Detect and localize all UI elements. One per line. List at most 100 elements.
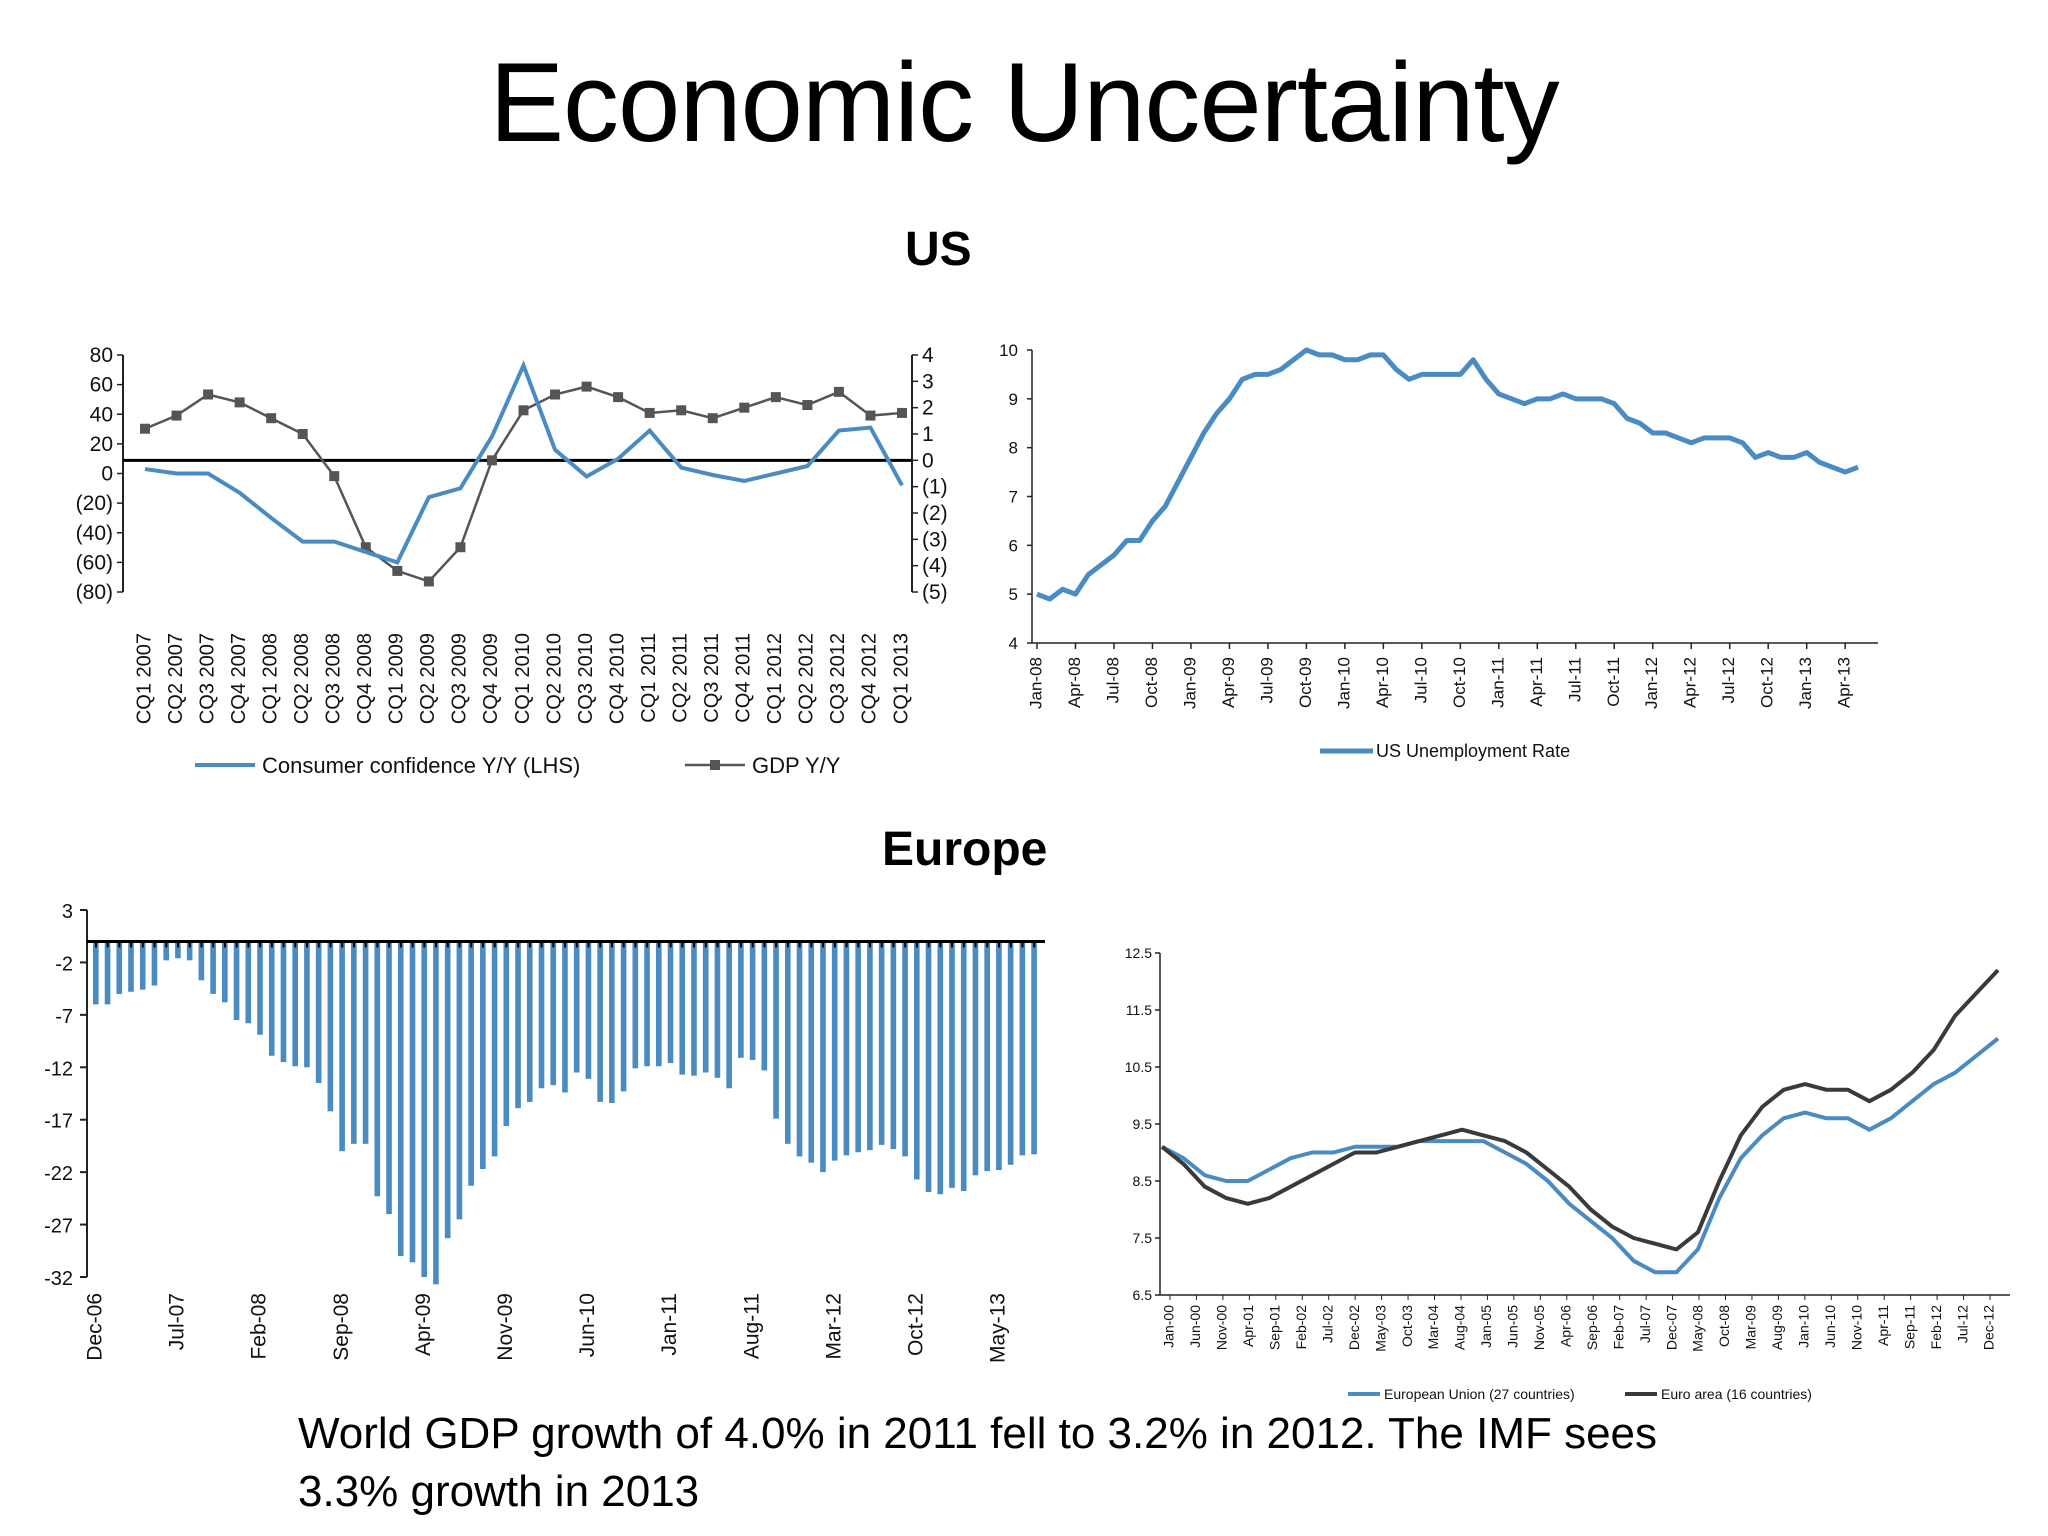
bar	[609, 941, 615, 1103]
x-tick-label: Dec-06	[83, 1293, 106, 1361]
left-tick-label: 20	[90, 433, 113, 456]
right-tick-label: (3)	[922, 528, 948, 551]
x-tick-label: CQ2 2009	[417, 633, 439, 724]
bar	[679, 941, 686, 1075]
gdp-point	[203, 389, 214, 400]
x-tick-label: Jul-12	[1719, 657, 1738, 703]
gdp-point	[518, 405, 529, 416]
x-tick-label: Oct-08	[1716, 1305, 1732, 1347]
us-unemployment-series-line	[1036, 347, 1859, 602]
bar	[503, 941, 510, 1127]
y-tick-label: -12	[44, 1058, 73, 1080]
right-tick-label: (1)	[922, 476, 948, 499]
bar	[949, 941, 955, 1188]
bar	[562, 941, 568, 1093]
x-tick-label: CQ3 2007	[196, 633, 218, 724]
bar	[878, 941, 885, 1145]
x-tick-label: Apr-11	[1875, 1305, 1891, 1346]
x-tick-label: Aug-11	[740, 1293, 763, 1359]
bar	[749, 941, 756, 1060]
bar	[409, 941, 416, 1263]
x-tick-label: Feb-08	[248, 1293, 271, 1360]
bar	[93, 941, 99, 1005]
x-tick-label: CQ2 2011	[669, 633, 691, 723]
bar	[655, 941, 662, 1067]
right-tick-label: (5)	[922, 581, 948, 604]
bar	[222, 941, 228, 1003]
x-tick-label: Jul-10	[1411, 657, 1430, 703]
y-tick-label: 7.5	[1133, 1230, 1153, 1246]
y-tick-label: 12.5	[1125, 945, 1152, 961]
x-tick-label: CQ4 2009	[480, 633, 502, 724]
bar	[128, 941, 134, 992]
bar	[843, 941, 850, 1156]
right-tick-label: 2	[922, 397, 934, 420]
bar	[304, 941, 310, 1068]
bar	[831, 941, 838, 1161]
bar	[397, 941, 404, 1257]
bar	[210, 941, 216, 994]
bar	[726, 941, 732, 1089]
gdp-point	[455, 542, 466, 553]
bar	[913, 941, 920, 1180]
bar	[644, 941, 650, 1067]
x-tick-label: Jun-05	[1505, 1305, 1521, 1348]
x-tick-label: Oct-09	[1296, 657, 1315, 708]
x-tick-label: Jul-08	[1103, 657, 1122, 703]
bar	[515, 941, 521, 1109]
x-tick-label: Sep-11	[1901, 1305, 1917, 1349]
bar	[597, 941, 603, 1102]
x-tick-label: CQ3 2011	[701, 633, 723, 723]
slide-title: Economic Uncertainty	[489, 40, 1559, 165]
x-tick-label: May-03	[1372, 1305, 1388, 1352]
x-tick-label: Jul-12	[1954, 1305, 1970, 1343]
bar	[480, 941, 486, 1169]
y-tick-label: 7	[1009, 488, 1018, 507]
bar	[386, 941, 392, 1215]
y-tick-label: 6.5	[1133, 1287, 1153, 1303]
x-tick-label: CQ2 2010	[543, 633, 565, 724]
gdp-point	[833, 386, 844, 397]
gdp-point	[423, 576, 434, 587]
x-tick-label: Jan-08	[1026, 657, 1045, 709]
gdp-point	[140, 423, 150, 434]
right-tick-label: 1	[922, 423, 934, 446]
bar	[738, 941, 744, 1058]
x-tick-label: Aug-04	[1452, 1305, 1468, 1350]
bar	[456, 941, 463, 1220]
bar	[902, 941, 908, 1157]
y-tick-label: -17	[44, 1111, 73, 1133]
x-tick-label: Dec-02	[1346, 1305, 1362, 1350]
x-tick-label: CQ3 2012	[827, 633, 849, 724]
bar	[585, 941, 592, 1079]
x-tick-label: Oct-03	[1399, 1305, 1415, 1347]
x-tick-label: May-08	[1690, 1305, 1706, 1352]
bar	[855, 941, 861, 1153]
bar	[937, 941, 944, 1195]
x-tick-label: Oct-12	[1758, 657, 1777, 708]
x-tick-label: Jan-00	[1161, 1305, 1177, 1348]
us-unemployment-chart: 4 5 6 7 8 9 10 Jan-08 Apr-08 Jul-08 Oct-08 Jan-09 Ap…	[999, 341, 1878, 761]
bar	[257, 941, 263, 1035]
bar	[175, 941, 181, 959]
gdp-point	[707, 413, 718, 424]
gdp-point	[234, 397, 245, 408]
x-tick-label: Apr-08	[1065, 657, 1084, 708]
y-tick-label: 11.5	[1126, 1002, 1152, 1018]
x-tick-label: Nov-05	[1531, 1305, 1547, 1350]
bar	[163, 941, 169, 961]
x-tick-label: CQ3 2010	[575, 633, 597, 724]
x-tick-label: Sep-08	[330, 1293, 353, 1361]
x-tick-label: Jul-11	[1565, 657, 1584, 702]
x-tick-label: CQ4 2012	[859, 633, 881, 724]
bar	[1007, 941, 1014, 1165]
bar	[233, 941, 240, 1021]
bar	[820, 941, 826, 1173]
bar	[714, 941, 721, 1078]
bar	[691, 941, 697, 1076]
x-tick-label: Jan-09	[1180, 657, 1199, 709]
left-tick-label: (80)	[76, 581, 113, 604]
right-tick-label: 0	[922, 449, 934, 472]
bar	[996, 941, 1002, 1171]
bar	[526, 941, 533, 1102]
